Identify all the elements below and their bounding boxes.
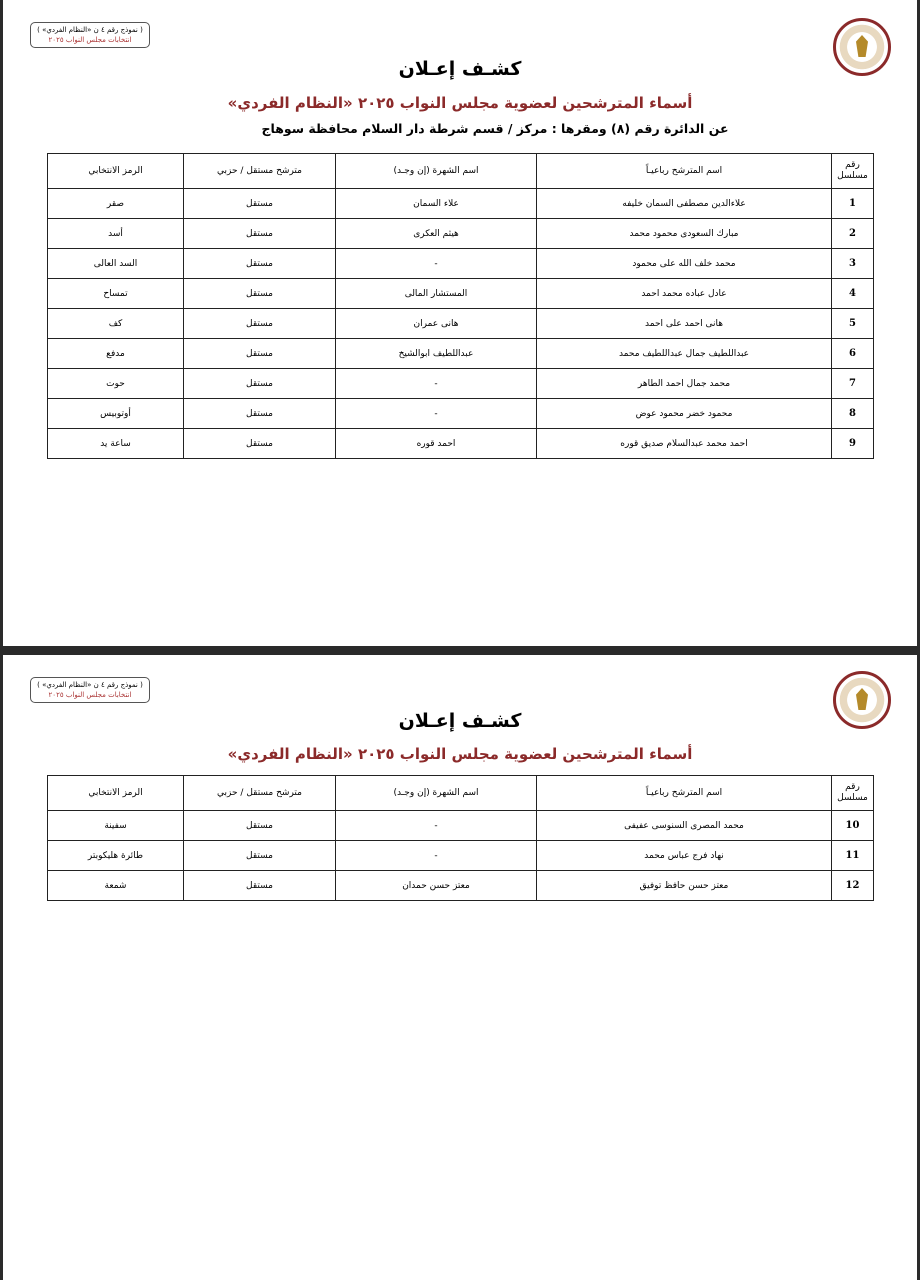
document-page-1: ( نموذج رقم ٤ ن «النظام الفردي» ) انتخاب… xyxy=(3,0,917,646)
col-alias: اسم الشهرة (إن وجـد) xyxy=(335,775,537,811)
serial-cell: 8 xyxy=(831,398,874,429)
serial-cell: 7 xyxy=(831,368,874,399)
table-row: 3 محمد خلف الله على محمود - مستقل السد العال… xyxy=(47,248,874,279)
table-row: 7 محمد جمال احمد الطاهر - مستقل حوت xyxy=(47,368,874,399)
symbol-cell: شمعة xyxy=(47,870,184,901)
serial-cell: 2 xyxy=(831,218,874,249)
symbol-cell: حوت xyxy=(47,368,184,399)
symbol-cell: السد العالى xyxy=(47,248,184,279)
name-cell: محمد جمال احمد الطاهر xyxy=(536,368,832,399)
symbol-cell: ساعة يد xyxy=(47,428,184,459)
type-cell: مستقل xyxy=(183,278,336,309)
symbol-cell: أسد xyxy=(47,218,184,249)
name-cell: مبارك السعودى محمود محمد xyxy=(536,218,832,249)
serial-cell: 5 xyxy=(831,308,874,339)
name-cell: احمد محمد عبدالسلام صديق قوره xyxy=(536,428,832,459)
type-cell: مستقل xyxy=(183,428,336,459)
col-type: مترشح مستقل / حزبي xyxy=(183,775,336,811)
table-row: 4 عادل عباده محمد احمد المستشار المالى مستق… xyxy=(47,278,874,309)
name-cell: علاءالدين مصطفى السمان خليفه xyxy=(536,188,832,219)
alias-cell: هيثم العكرى xyxy=(335,218,537,249)
form-label: ( نموذج رقم ٤ ن «النظام الفردي» ) انتخاب… xyxy=(30,677,150,703)
candidates-table: رقم مسلسل اسم المترشح رباعيـاً اسم الشهر… xyxy=(47,153,874,459)
symbol-cell: تمساح xyxy=(47,278,184,309)
type-cell: مستقل xyxy=(183,398,336,429)
symbol-cell: طائرة هليكوبتر xyxy=(47,840,184,871)
table-row: 1 علاءالدين مصطفى السمان خليفه علاء السمان… xyxy=(47,188,874,219)
table-row: 8 محمود خضر محمود عوض - مستقل أوتوبيس xyxy=(47,398,874,429)
alias-cell: هانى عمران xyxy=(335,308,537,339)
serial-cell: 1 xyxy=(831,188,874,219)
type-cell: مستقل xyxy=(183,840,336,871)
alias-cell: - xyxy=(335,810,537,841)
election-authority-seal-icon xyxy=(833,18,891,76)
table-row: 5 هانى احمد على احمد هانى عمران مستقل كف xyxy=(47,308,874,339)
type-cell: مستقل xyxy=(183,308,336,339)
col-name: اسم المترشح رباعيـاً xyxy=(536,775,832,811)
serial-cell: 6 xyxy=(831,338,874,369)
candidates-table: رقم مسلسل اسم المترشح رباعيـاً اسم الشهر… xyxy=(47,775,874,901)
type-cell: مستقل xyxy=(183,188,336,219)
serial-cell: 3 xyxy=(831,248,874,279)
name-cell: معتز حسن حافظ توفيق xyxy=(536,870,832,901)
name-cell: محمود خضر محمود عوض xyxy=(536,398,832,429)
alias-cell: - xyxy=(335,248,537,279)
alias-cell: - xyxy=(335,398,537,429)
name-cell: عادل عباده محمد احمد xyxy=(536,278,832,309)
alias-cell: - xyxy=(335,840,537,871)
type-cell: مستقل xyxy=(183,810,336,841)
table-row: 6 عبداللطيف جمال عبداللطيف محمد عبداللطيف … xyxy=(47,338,874,369)
col-serial: رقم مسلسل xyxy=(831,153,874,189)
type-cell: مستقل xyxy=(183,870,336,901)
symbol-cell: أوتوبيس xyxy=(47,398,184,429)
col-symbol: الرمز الانتخابي xyxy=(47,153,184,189)
col-name: اسم المترشح رباعيـاً xyxy=(536,153,832,189)
type-cell: مستقل xyxy=(183,248,336,279)
serial-cell: 11 xyxy=(831,840,874,871)
alias-cell: معتز حسن حمدان xyxy=(335,870,537,901)
alias-cell: المستشار المالى xyxy=(335,278,537,309)
serial-cell: 10 xyxy=(831,810,874,841)
page-subtitle: أسماء المترشحين لعضوية مجلس النواب ٢٠٢٥ … xyxy=(227,94,693,112)
name-cell: محمد المصرى السنوسى عفيفى xyxy=(536,810,832,841)
type-cell: مستقل xyxy=(183,368,336,399)
name-cell: هانى احمد على احمد xyxy=(536,308,832,339)
page-subtitle: أسماء المترشحين لعضوية مجلس النواب ٢٠٢٥ … xyxy=(227,745,693,763)
serial-cell: 12 xyxy=(831,870,874,901)
serial-cell: 9 xyxy=(831,428,874,459)
symbol-cell: سفينة xyxy=(47,810,184,841)
name-cell: محمد خلف الله على محمود xyxy=(536,248,832,279)
symbol-cell: مدفع xyxy=(47,338,184,369)
type-cell: مستقل xyxy=(183,338,336,369)
col-serial: رقم مسلسل xyxy=(831,775,874,811)
col-type: مترشح مستقل / حزبي xyxy=(183,153,336,189)
table-row: 2 مبارك السعودى محمود محمد هيثم العكرى مستق… xyxy=(47,218,874,249)
symbol-cell: كف xyxy=(47,308,184,339)
election-authority-seal-icon xyxy=(833,671,891,729)
table-row: 11 نهاد فرج عباس محمد - مستقل طائرة هليكوبتر xyxy=(47,840,874,871)
alias-cell: علاء السمان xyxy=(335,188,537,219)
district-info: عن الدائرة رقم (٨) ومقرها : مركز / قسم ش… xyxy=(261,121,729,136)
alias-cell: احمد قوره xyxy=(335,428,537,459)
page-title: كشـف إعـلان xyxy=(398,58,522,80)
name-cell: عبداللطيف جمال عبداللطيف محمد xyxy=(536,338,832,369)
col-alias: اسم الشهرة (إن وجـد) xyxy=(335,153,537,189)
serial-cell: 4 xyxy=(831,278,874,309)
document-page-2: ( نموذج رقم ٤ ن «النظام الفردي» ) انتخاب… xyxy=(3,655,917,1280)
symbol-cell: صقر xyxy=(47,188,184,219)
alias-cell: - xyxy=(335,368,537,399)
col-symbol: الرمز الانتخابي xyxy=(47,775,184,811)
type-cell: مستقل xyxy=(183,218,336,249)
name-cell: نهاد فرج عباس محمد xyxy=(536,840,832,871)
table-row: 10 محمد المصرى السنوسى عفيفى - مستقل سفينة xyxy=(47,810,874,841)
table-row: 12 معتز حسن حافظ توفيق معتز حسن حمدان مستقل… xyxy=(47,870,874,901)
table-row: 9 احمد محمد عبدالسلام صديق قوره احمد قوره م… xyxy=(47,428,874,459)
page-title: كشـف إعـلان xyxy=(398,710,522,732)
form-label: ( نموذج رقم ٤ ن «النظام الفردي» ) انتخاب… xyxy=(30,22,150,48)
alias-cell: عبداللطيف ابوالشيخ xyxy=(335,338,537,369)
